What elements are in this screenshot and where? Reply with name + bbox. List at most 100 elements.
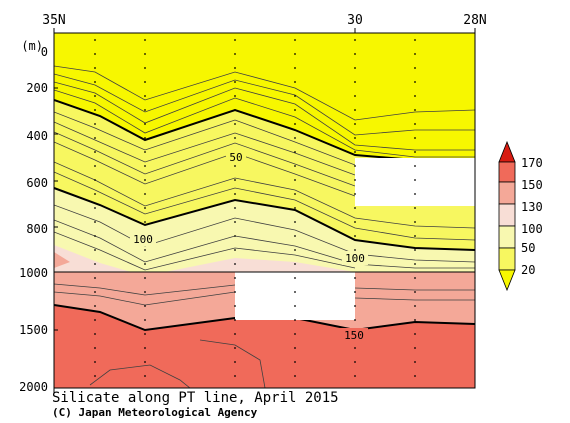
sample-dot (354, 361, 356, 363)
y-axis-unit: (m) (21, 39, 43, 53)
sample-dot (354, 319, 356, 321)
sample-dot (294, 179, 296, 181)
sample-dot (144, 123, 146, 125)
sample-dot (414, 375, 416, 377)
colorbar-label-100: 100 (521, 222, 543, 236)
sample-dot (354, 291, 356, 293)
sample-dot (94, 165, 96, 167)
sample-dot (144, 305, 146, 307)
sample-dot (354, 207, 356, 209)
sample-dot (94, 375, 96, 377)
y-tick-1500: 1500 (19, 323, 48, 337)
sample-dot (294, 165, 296, 167)
sample-dot (144, 193, 146, 195)
colorbar-label-50: 50 (521, 241, 535, 255)
sample-dot (354, 347, 356, 349)
sample-dot (234, 375, 236, 377)
sample-dot (144, 221, 146, 223)
sample-dot (234, 207, 236, 209)
sample-dot (414, 277, 416, 279)
sample-dot (354, 235, 356, 237)
sample-dot (414, 165, 416, 167)
sample-dot (234, 333, 236, 335)
sample-dot (294, 333, 296, 335)
sample-dot (354, 151, 356, 153)
sample-dot (94, 361, 96, 363)
sample-dot (294, 291, 296, 293)
sample-dot (94, 277, 96, 279)
missing-region-lower (235, 272, 355, 320)
colorbar-bottom-arrow (498, 269, 516, 292)
sample-dot (94, 137, 96, 139)
sample-dot (414, 81, 416, 83)
sample-dot (94, 39, 96, 41)
sample-dot (294, 123, 296, 125)
sample-dot (234, 291, 236, 293)
contour-label-100-left: 100 (133, 233, 153, 246)
sample-dot (234, 221, 236, 223)
colorbar-top-arrow (498, 140, 516, 163)
sample-dot (414, 291, 416, 293)
x-tick-30: 30 (347, 13, 363, 28)
colorbar: 170 150 130 100 50 20 (498, 140, 543, 292)
sample-dot (414, 53, 416, 55)
sample-dot (144, 95, 146, 97)
sample-dot (144, 109, 146, 111)
sample-dot (294, 137, 296, 139)
sample-dot (414, 333, 416, 335)
sample-dot (94, 179, 96, 181)
sample-dot (94, 95, 96, 97)
sample-dot (354, 277, 356, 279)
filled-contours (54, 33, 475, 388)
sample-dot (294, 361, 296, 363)
sample-dot (94, 193, 96, 195)
sample-dot (94, 305, 96, 307)
station-sample-dots (94, 39, 416, 377)
sample-dot (144, 249, 146, 251)
sample-dot (144, 39, 146, 41)
sample-dot (354, 109, 356, 111)
sample-dot (294, 277, 296, 279)
sample-dot (354, 95, 356, 97)
sample-dot (414, 193, 416, 195)
colorbar-label-170: 170 (521, 156, 543, 170)
colorbar-label-130: 130 (521, 200, 543, 214)
sample-dot (294, 39, 296, 41)
plot-frame (53, 32, 476, 389)
sample-dot (414, 347, 416, 349)
sample-dot (414, 235, 416, 237)
sample-dot (94, 347, 96, 349)
sample-dot (354, 179, 356, 181)
sample-dot (144, 347, 146, 349)
sample-dot (144, 67, 146, 69)
x-tick-28n: 28N (463, 13, 486, 28)
band-170 (54, 305, 475, 388)
sample-dot (294, 375, 296, 377)
sample-dot (94, 67, 96, 69)
sample-dot (94, 123, 96, 125)
sample-dot (144, 375, 146, 377)
sample-dot (144, 151, 146, 153)
y-tick-200: 200 (26, 81, 48, 95)
sample-dot (94, 291, 96, 293)
sample-dot (234, 235, 236, 237)
sample-dot (414, 151, 416, 153)
sample-dot (354, 375, 356, 377)
sample-dot (234, 123, 236, 125)
sample-dot (414, 95, 416, 97)
sample-dot (294, 347, 296, 349)
sample-dot (94, 319, 96, 321)
contour-labels: 50 100 100 150 (130, 150, 368, 342)
sample-dot (234, 319, 236, 321)
sample-dot (94, 207, 96, 209)
sample-dot (414, 207, 416, 209)
sample-dot (94, 221, 96, 223)
sample-dot (144, 81, 146, 83)
sample-dot (234, 347, 236, 349)
contour-label-150: 150 (344, 329, 364, 342)
colorbar-label-20: 20 (521, 263, 535, 277)
sample-dot (234, 53, 236, 55)
sample-dot (294, 95, 296, 97)
contour-label-100-right: 100 (345, 252, 365, 265)
